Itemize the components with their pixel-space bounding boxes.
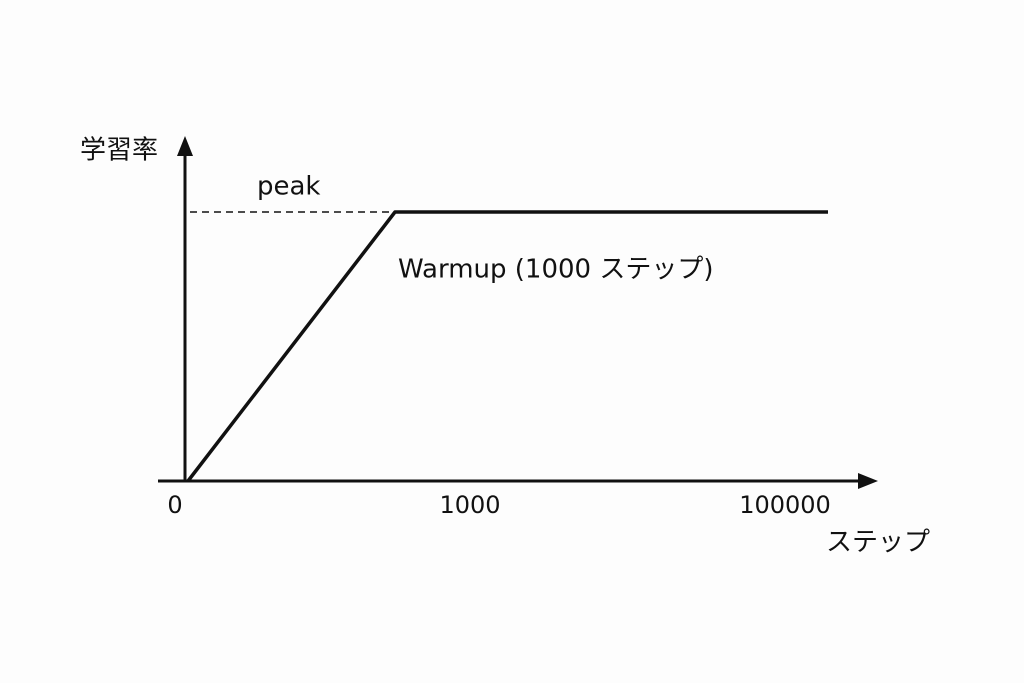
x-tick-label: 100000 [739,491,831,519]
warmup-annotation: Warmup (1000 ステップ) [398,255,714,285]
peak-label: peak [257,172,321,202]
lr-schedule [186,210,828,483]
y-axis-arrow [177,136,193,156]
x-tick-label: 1000 [439,491,500,519]
y-axis-label: 学習率 [80,136,158,166]
x-axis-arrow [858,473,878,489]
x-axis-label: ステップ [826,528,930,558]
x-tick-label: 0 [167,491,182,519]
